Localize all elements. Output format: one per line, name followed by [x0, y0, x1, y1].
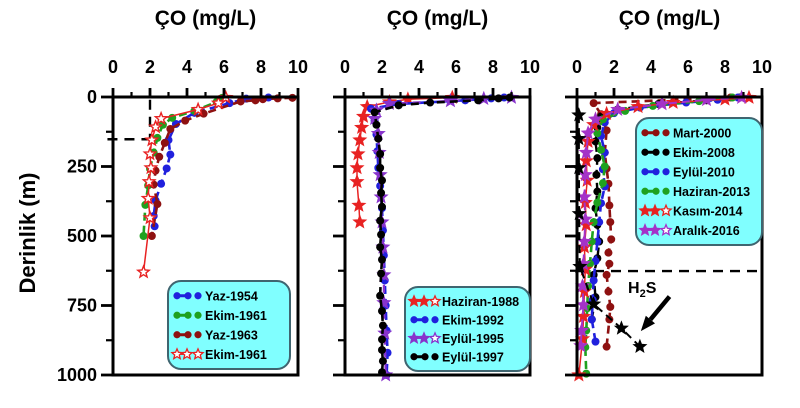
legend-label: Yaz-1954 [205, 289, 258, 303]
legend-label: Yaz-1963 [205, 328, 258, 342]
legend-item-Aralık-2016: Aralık-2016 [638, 223, 740, 238]
legend-label: Eylül-2010 [673, 165, 735, 179]
legend-item-Haziran-1988: Haziran-1988 [407, 294, 519, 309]
svg-text:6: 6 [451, 57, 461, 77]
legend-label: Eylül-1995 [442, 332, 504, 346]
svg-text:2: 2 [145, 57, 155, 77]
svg-text:2: 2 [609, 57, 619, 77]
svg-text:6: 6 [219, 57, 229, 77]
panel2-title: ÇO (mg/L) [386, 7, 489, 30]
panel-3: 0 2 4 6 8 10 Mart-2000 Ekim-2008 Eylül-2010 Hazir… [565, 57, 772, 382]
svg-text:1000: 1000 [57, 365, 97, 385]
legend-label: Mart-2000 [673, 126, 731, 140]
legend: Yaz-1954 Ekim-1961 Yaz-1963 Ekim-1961 [167, 280, 291, 370]
svg-text:10: 10 [752, 57, 772, 77]
svg-text:10: 10 [288, 57, 308, 77]
y-axis-label: Derinlik (m) [15, 172, 40, 294]
legend-item-Ekim-2008: Ekim-2008 [641, 146, 735, 160]
svg-text:8: 8 [488, 57, 498, 77]
legend-item-Mart-2000: Mart-2000 [641, 126, 731, 140]
axes: 0 2 4 6 8 10 [333, 57, 540, 377]
svg-text:10: 10 [520, 57, 540, 77]
legend-item-Ekim-1961: Ekim-1961 [170, 347, 267, 362]
h2s-sub: 2 [639, 288, 646, 301]
axes: 0 2 4 6 8 10 [565, 57, 772, 377]
legend-item-Eylül-2010: Eylül-2010 [641, 165, 735, 179]
axes: 0 2 4 6 8 10 0 250 500 750 1000 [57, 57, 308, 385]
svg-text:0: 0 [87, 87, 97, 107]
series-H2S [571, 107, 648, 354]
legend-item-Ekim-1992: Ekim-1992 [410, 313, 504, 327]
legend-label: Haziran-1988 [442, 295, 519, 309]
svg-text:8: 8 [256, 57, 266, 77]
svg-text:2: 2 [377, 57, 387, 77]
panel3-title: ÇO (mg/L) [618, 7, 721, 30]
svg-text:8: 8 [720, 57, 730, 77]
legend-label: Ekim-1961 [205, 348, 267, 362]
svg-text:6: 6 [683, 57, 693, 77]
legend-item-Ekim-1961: Ekim-1961 [173, 309, 267, 323]
panel-2: 0 2 4 6 8 10 Haziran-1988 Ekim-1992 Eylül-1995 Ey… [333, 57, 540, 382]
svg-text:4: 4 [414, 57, 424, 77]
series-Yaz-1954 [149, 93, 273, 231]
legend: Mart-2000 Ekim-2008 Eylül-2010 Haziran-2013… [635, 117, 763, 246]
legend-label: Haziran-2013 [673, 185, 750, 199]
legend-label: Ekim-1961 [205, 309, 267, 323]
svg-text:0: 0 [340, 57, 350, 77]
series-Eylül-1997 [370, 93, 514, 377]
legend-label: Ekim-1992 [442, 313, 504, 327]
legend-item-Kasım-2014: Kasım-2014 [638, 203, 743, 218]
legend-item-Eylül-1997: Eylül-1997 [410, 350, 504, 364]
legend-item-Haziran-2013: Haziran-2013 [641, 185, 750, 199]
svg-text:250: 250 [67, 157, 97, 177]
panel1-title: ÇO (mg/L) [154, 7, 257, 30]
legend: Haziran-1988 Ekim-1992 Eylül-1995 Eylül-199… [404, 286, 531, 372]
legend-label: Ekim-2008 [673, 146, 735, 160]
legend-item-Yaz-1963: Yaz-1963 [173, 328, 258, 342]
svg-text:750: 750 [67, 296, 97, 316]
series-Haziran-1988 [349, 89, 460, 229]
h2s-main: H [628, 280, 640, 297]
h2s-tail: S [645, 280, 657, 297]
svg-text:500: 500 [67, 226, 97, 246]
legend-item-Eylül-1995: Eylül-1995 [407, 331, 504, 346]
svg-text:0: 0 [108, 57, 118, 77]
legend-item-Yaz-1954: Yaz-1954 [173, 289, 258, 303]
h2s-arrow [640, 295, 672, 332]
svg-text:4: 4 [646, 57, 656, 77]
panel-1: 0 2 4 6 8 1002505007501000Yaz-1954Ekim-1961Ya… [57, 57, 308, 385]
svg-text:0: 0 [572, 57, 582, 77]
svg-text:4: 4 [182, 57, 192, 77]
legend-label: Eylül-1997 [442, 350, 504, 364]
legend-label: Aralık-2016 [673, 224, 740, 238]
legend-label: Kasım-2014 [673, 204, 743, 218]
h2s-annotation: H2S [628, 280, 656, 300]
